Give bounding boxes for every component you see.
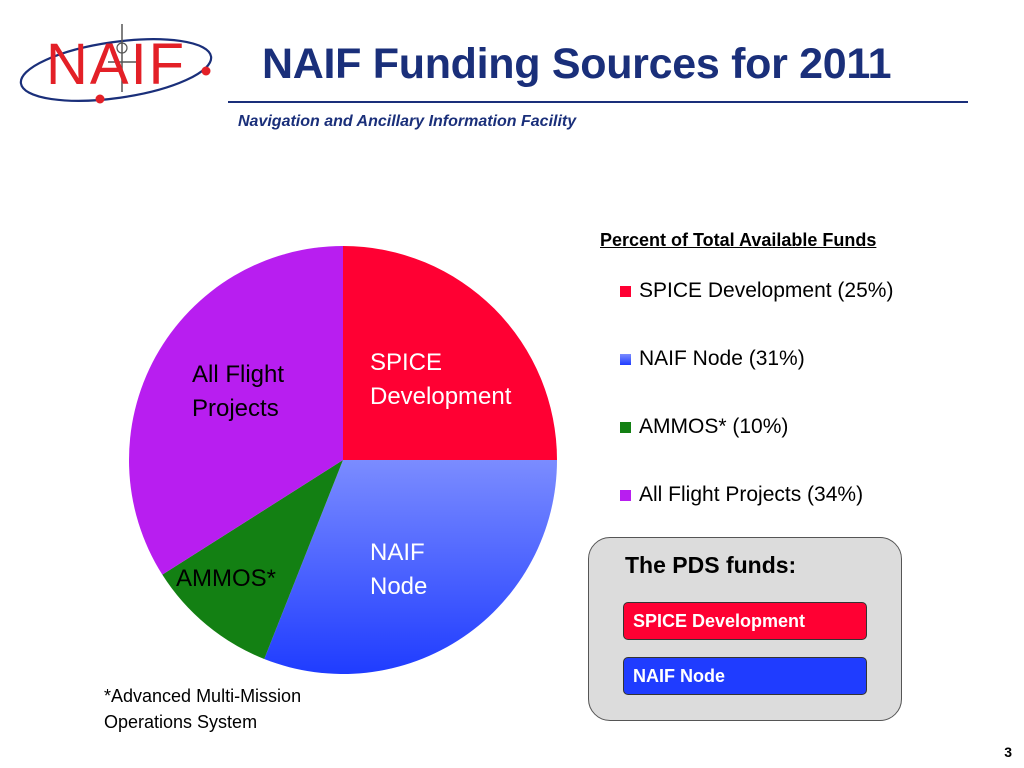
legend-item: SPICE Development (25%) — [620, 276, 893, 306]
pds-box-title: The PDS funds: — [625, 552, 797, 578]
pie-slice-spice-development — [343, 246, 557, 460]
logo-wordmark: NAIF — [46, 32, 186, 97]
legend-swatch — [620, 285, 631, 297]
ammos-footnote: *Advanced Multi-Mission Operations Syste… — [104, 686, 302, 732]
legend-label: NAIF Node (31%) — [639, 347, 805, 370]
page-number: 3 — [1004, 744, 1012, 760]
pie-slice-all-flight-projects — [129, 246, 343, 575]
pie-label-spice-development: SPICE Development — [370, 349, 512, 410]
legend-item: NAIF Node (31%) — [620, 344, 805, 374]
pie-label-ammos: AMMOS* — [176, 565, 276, 592]
legend-swatch — [620, 489, 631, 501]
legend-label: SPICE Development (25%) — [639, 279, 894, 302]
pds-funds-box: The PDS funds: SPICE Development NAIF No… — [588, 537, 902, 721]
legend-label: AMMOS* (10%) — [639, 415, 789, 438]
slide-title: NAIF Funding Sources for 2011 — [262, 40, 892, 88]
legend-item: AMMOS* (10%) — [620, 412, 788, 442]
pie-label-naif-node: NAIF Node — [370, 539, 427, 600]
legend-swatch — [620, 353, 631, 365]
legend-title: Percent of Total Available Funds — [600, 230, 877, 250]
legend-swatch — [620, 421, 631, 433]
slide-subtitle: Navigation and Ancillary Information Fac… — [238, 113, 577, 130]
legend-label: All Flight Projects (34%) — [639, 483, 864, 506]
pie-slice-naif-node — [264, 460, 557, 674]
pie-label-all-flight-projects: All Flight Projects — [192, 361, 284, 422]
naif-logo: NAIF — [19, 24, 213, 104]
pds-spice-development-tag: SPICE Development — [623, 602, 867, 640]
legend-item: All Flight Projects (34%) — [620, 480, 863, 510]
pie-slice-ammos — [162, 460, 343, 659]
title-divider — [228, 101, 968, 103]
pds-naif-node-tag: NAIF Node — [623, 657, 867, 695]
